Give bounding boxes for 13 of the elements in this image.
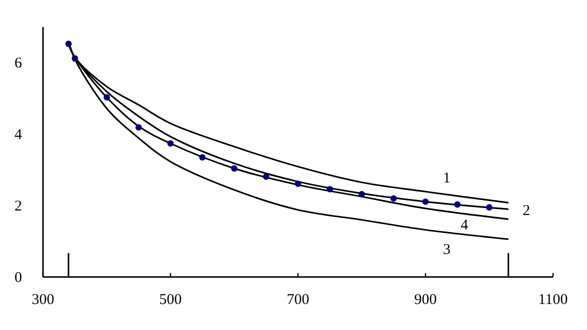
- x-tick-label: 900: [414, 292, 437, 308]
- y-tick-label: 4: [14, 127, 22, 144]
- x-tick-label: 300: [32, 292, 54, 308]
- y-tick-label: 2: [14, 198, 22, 215]
- x-tick-label: 1100: [538, 292, 568, 308]
- x-tick-label: 500: [159, 292, 182, 308]
- series-label: 4: [460, 217, 469, 234]
- series-label: 2: [522, 203, 530, 220]
- x-tick-label: 700: [286, 292, 310, 308]
- y-tick-label: 6: [14, 56, 22, 72]
- y-tick-label: 0: [14, 270, 22, 286]
- series-label: 3: [443, 242, 451, 258]
- series-label: 1: [443, 170, 451, 186]
